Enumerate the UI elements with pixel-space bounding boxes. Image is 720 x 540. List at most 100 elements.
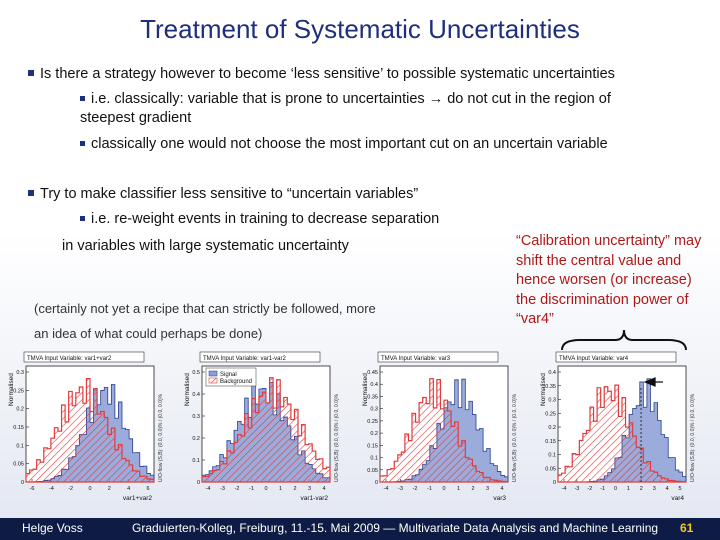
x-tick-label: 1 [627,486,630,492]
x-tick-label: 0 [264,486,267,492]
plot-header: TMVA Input Variable: var1-var2 [203,356,286,362]
page-number: 61 [680,521,694,535]
bullet-2a-cont: in variables with large systematic uncer… [62,238,349,254]
bullet-1a-cont: steepest gradient [80,110,192,126]
y-tick-label: 0.1 [370,456,378,462]
background-histogram [201,377,331,483]
y-axis-label: Normalised [540,373,547,406]
x-tick-label: 5 [678,486,681,492]
y-tick-label: 0.1 [548,453,556,459]
background-histogram [25,378,155,483]
x-tick-label: -2 [413,486,418,492]
y-tick-label: 0.2 [548,425,556,431]
y-tick-label: 0.15 [545,439,556,445]
bullet-2-text: Try to make classifier less sensitive to… [40,186,419,202]
y-tick-label: 0.1 [16,443,24,449]
x-tick-label: 3 [653,486,656,492]
plot-svg: TMVA Input Variable: var1-var2 Normalised… [184,351,340,502]
plot-var1-plus-var2: TMVA Input Variable: var1+var2 Normalised… [4,350,176,510]
legend-background: Background [220,379,252,385]
x-tick-label: 0 [614,486,617,492]
x-tick-label: 2 [108,486,111,492]
plot-svg: TMVA Input Variable: var4 Normalised U/O-f… [540,351,696,502]
y-axis-label: Normalised [184,373,191,406]
overflow-label: U/O-flow (S,B): (0.0, 0.0)% / (0.0, 0.0)… [690,393,696,482]
y-tick-label: 0.25 [13,388,24,394]
bullet-1b: classically one would not choose the mos… [80,136,608,152]
y-tick-label: 0.25 [545,411,556,417]
footer-event: Graduierten-Kolleg, Freiburg, 11.-15. Ma… [132,521,659,535]
x-tick-label: 6 [146,486,149,492]
bullet-2a: i.e. re-weight events in training to dec… [80,211,439,227]
x-tick-label: -3 [574,486,579,492]
y-tick-label: 0.35 [545,384,556,390]
x-tick-label: 0 [88,486,91,492]
y-axis-label: Normalised [8,373,15,406]
x-tick-label: 2 [471,486,474,492]
overflow-label: U/O-flow (S,B): (0.0, 0.0)% / (0.0, 0.0)… [158,393,164,482]
y-tick-label: 0.2 [16,407,24,413]
plot-header: TMVA Input Variable: var4 [559,356,629,362]
x-tick-label: -1 [600,486,605,492]
x-tick-label: -1 [249,486,254,492]
plot-var1-minus-var2: TMVA Input Variable: var1-var2 Normalised… [180,350,352,510]
callout-text: “Calibration uncertainty” may shift the … [516,233,702,327]
y-tick-label: 0 [375,480,378,486]
bullet-marker [28,70,34,76]
bullet-marker [80,96,85,101]
y-tick-label: 0.5 [192,370,200,376]
y-tick-label: 0.3 [548,398,556,404]
x-tick-label: 2 [293,486,296,492]
y-tick-label: 0.1 [192,458,200,464]
x-tick-label: -1 [427,486,432,492]
bullet-1a: i.e. classically: variable that is prone… [80,91,611,107]
bullet-1b-text: classically one would not choose the mos… [91,136,608,152]
y-tick-label: 0.05 [545,466,556,472]
y-tick-label: 0.15 [367,443,378,449]
x-axis-label: var1-var2 [301,495,329,502]
y-tick-label: 0.45 [367,370,378,376]
background-histogram [557,384,687,483]
y-tick-label: 0.3 [16,370,24,376]
plot-header: TMVA Input Variable: var1+var2 [27,356,112,362]
y-tick-label: 0.2 [370,431,378,437]
x-tick-label: -4 [562,486,567,492]
plot-svg: TMVA Input Variable: var1+var2 Normalised… [8,351,164,502]
plot-header: TMVA Input Variable: var3 [381,356,451,362]
y-tick-label: 0.3 [192,414,200,420]
x-axis-label: var3 [493,495,506,502]
x-tick-label: 4 [500,486,503,492]
y-tick-label: 0.15 [13,425,24,431]
x-tick-label: 0 [442,486,445,492]
x-tick-label: 4 [127,486,130,492]
footer-author: Helge Voss [22,521,83,535]
x-tick-label: -6 [30,486,35,492]
x-tick-label: -2 [68,486,73,492]
overflow-label: U/O-flow (S,B): (0.0, 0.0)% / (0.0, 0.0)… [512,393,518,482]
x-tick-label: 4 [666,486,669,492]
plot-svg: TMVA Input Variable: var3 Normalised U/O-f… [362,351,518,502]
y-tick-label: 0 [553,480,556,486]
x-tick-label: 3 [486,486,489,492]
x-tick-label: -4 [49,486,54,492]
x-axis-label: var4 [671,495,684,502]
y-tick-label: 0.05 [367,468,378,474]
footer-bar: Helge Voss Graduierten-Kolleg, Freiburg,… [0,518,720,540]
x-tick-label: 1 [279,486,282,492]
bullet-1-text: Is there a strategy however to become ‘l… [40,66,615,82]
y-tick-label: 0.2 [192,436,200,442]
x-tick-label: 3 [308,486,311,492]
y-tick-label: 0.4 [370,382,378,388]
plot-var3: TMVA Input Variable: var3 Normalised U/O-f… [358,350,530,510]
legend-signal: Signal [220,372,237,378]
note-line-2: an idea of what could perhaps be done) [34,326,263,341]
x-tick-label: 4 [322,486,325,492]
x-tick-label: -3 [220,486,225,492]
y-tick-label: 0.05 [13,462,24,468]
x-tick-label: -2 [587,486,592,492]
x-tick-label: -4 [384,486,389,492]
note-line-1: (certainly not yet a recipe that can str… [34,301,376,316]
bullet-1a-text: i.e. classically: variable that is prone… [91,91,611,107]
x-tick-label: -4 [206,486,211,492]
plot-var4: TMVA Input Variable: var4 Normalised U/O-f… [536,350,708,510]
